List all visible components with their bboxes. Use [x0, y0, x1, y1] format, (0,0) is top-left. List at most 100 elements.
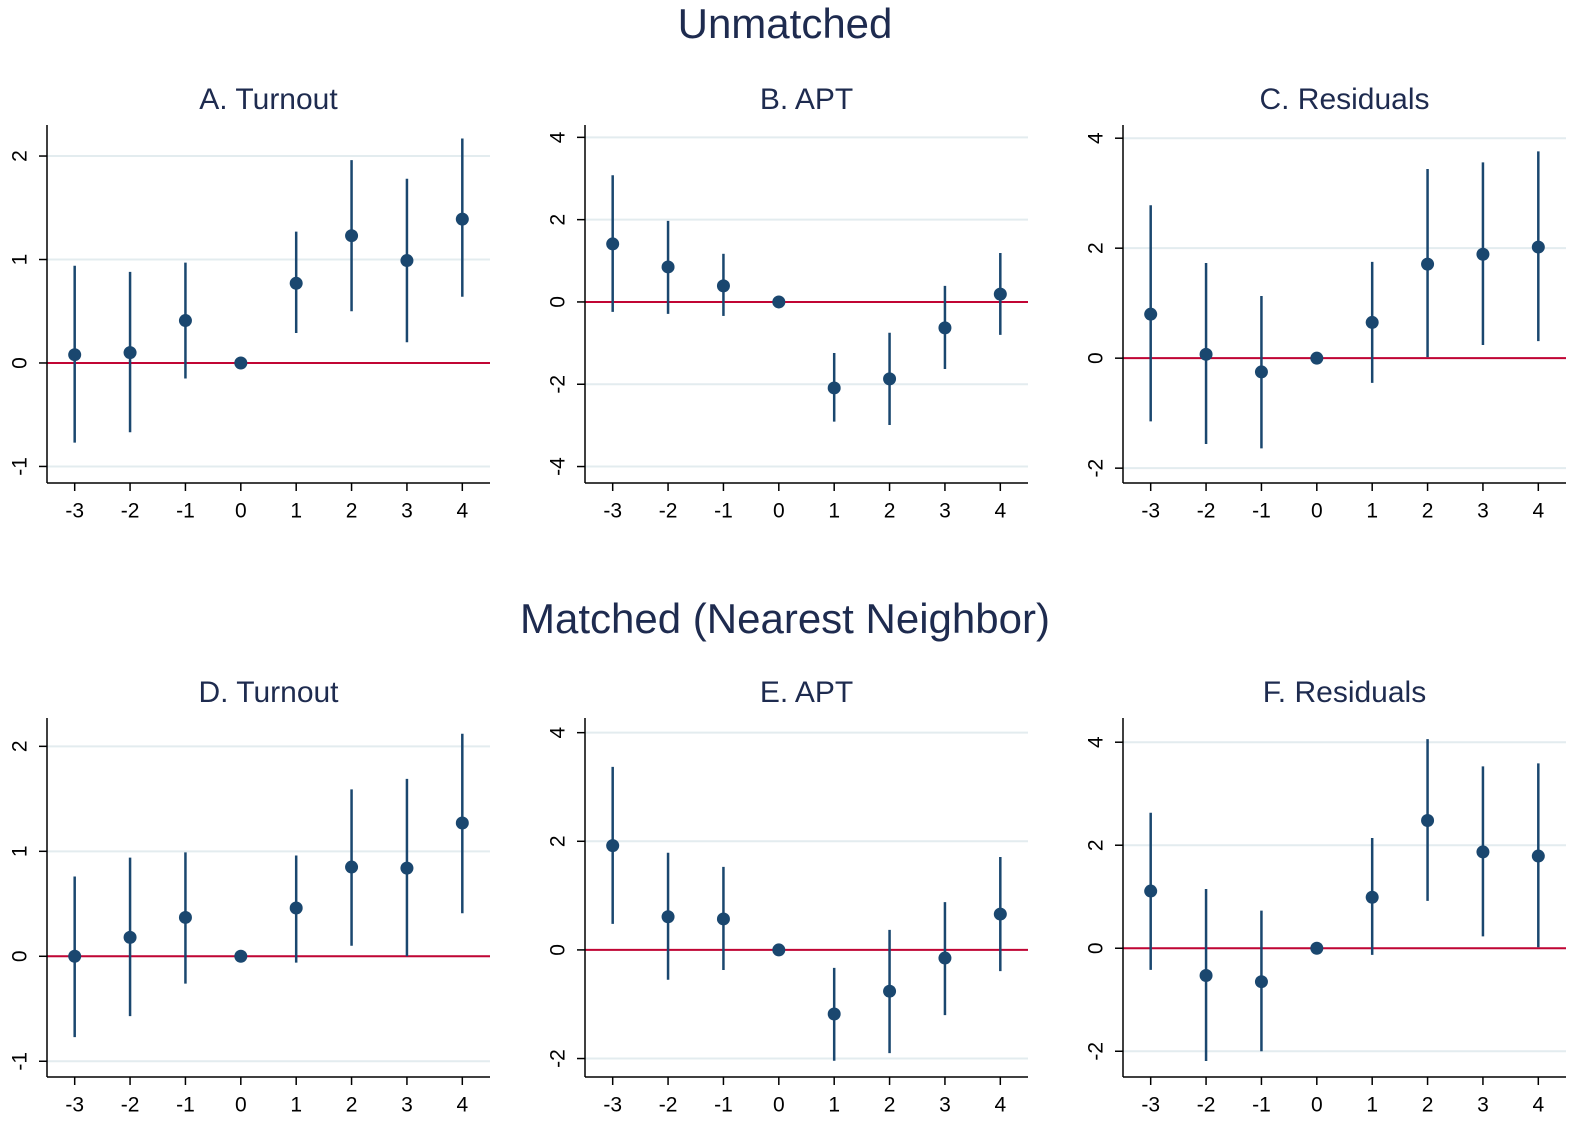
- y-tick-label: -2: [547, 1049, 570, 1068]
- point: [993, 907, 1007, 921]
- point: [68, 348, 82, 362]
- point: [345, 860, 359, 874]
- x-tick-label: 0: [773, 500, 785, 523]
- point: [606, 237, 620, 251]
- x-tick-label: 1: [828, 500, 840, 523]
- x-tick-label: -1: [1252, 500, 1271, 523]
- point: [178, 910, 192, 924]
- x-tick-label: 4: [456, 500, 468, 523]
- y-tick-label: 0: [547, 944, 570, 956]
- panel-title: F. Residuals: [1263, 676, 1426, 709]
- y-tick-label: 2: [547, 835, 570, 847]
- point: [234, 949, 248, 963]
- x-tick-label: -3: [603, 500, 622, 523]
- x-tick-label: 0: [235, 1094, 247, 1117]
- x-tick-label: 3: [1477, 500, 1489, 523]
- y-tick-label: -4: [547, 457, 570, 476]
- x-tick-label: -1: [1252, 1094, 1271, 1117]
- x-tick-label: 1: [1366, 1094, 1378, 1117]
- panel-title: E. APT: [760, 676, 853, 709]
- section-heading: Matched (Nearest Neighbor): [520, 595, 1050, 642]
- x-tick-label: -1: [714, 1094, 733, 1117]
- point: [1365, 890, 1379, 904]
- point: [400, 861, 414, 875]
- y-tick-label: 1: [9, 845, 32, 857]
- point: [123, 346, 137, 360]
- point: [1144, 307, 1158, 321]
- x-tick-label: 2: [884, 1094, 896, 1117]
- point: [1476, 845, 1490, 859]
- point: [123, 930, 137, 944]
- point: [661, 910, 675, 924]
- x-tick-label: 1: [290, 500, 302, 523]
- x-tick-label: 3: [939, 1094, 951, 1117]
- x-tick-label: -3: [65, 1094, 84, 1117]
- y-tick-label: -2: [1085, 1042, 1108, 1061]
- point: [1421, 813, 1435, 827]
- point: [1310, 351, 1324, 365]
- point: [400, 254, 414, 268]
- panel-title: A. Turnout: [199, 83, 338, 116]
- x-tick-label: -2: [1197, 1094, 1216, 1117]
- point: [1531, 849, 1545, 863]
- y-tick-label: 4: [547, 727, 570, 739]
- x-tick-label: 4: [994, 500, 1006, 523]
- panel-title: C. Residuals: [1259, 83, 1429, 116]
- x-tick-label: 1: [828, 1094, 840, 1117]
- x-tick-label: 0: [1311, 500, 1323, 523]
- x-tick-label: 1: [1366, 500, 1378, 523]
- panel-title: B. APT: [760, 83, 853, 116]
- point: [1199, 969, 1213, 983]
- y-tick-label: 0: [1085, 942, 1108, 954]
- point: [993, 287, 1007, 301]
- y-tick-label: 0: [9, 950, 32, 962]
- point: [289, 276, 303, 290]
- point: [1254, 975, 1268, 989]
- y-tick-label: 0: [1085, 352, 1108, 364]
- point: [827, 381, 841, 395]
- point: [1531, 240, 1545, 254]
- x-tick-label: -1: [714, 500, 733, 523]
- point: [1199, 347, 1213, 361]
- x-tick-label: 3: [401, 500, 413, 523]
- point: [883, 984, 897, 998]
- y-tick-label: -1: [9, 1052, 32, 1071]
- x-tick-label: 0: [1311, 1094, 1323, 1117]
- x-tick-label: 4: [456, 1094, 468, 1117]
- y-tick-label: -2: [547, 375, 570, 394]
- point: [1310, 941, 1324, 955]
- x-tick-label: -2: [121, 500, 140, 523]
- y-tick-label: 4: [1085, 132, 1108, 144]
- x-tick-label: -3: [65, 500, 84, 523]
- y-tick-label: 2: [9, 740, 32, 752]
- y-tick-label: -2: [1085, 459, 1108, 478]
- x-tick-label: -3: [1141, 1094, 1160, 1117]
- x-tick-label: -2: [1197, 500, 1216, 523]
- y-tick-label: -1: [9, 457, 32, 476]
- y-tick-label: 1: [9, 254, 32, 266]
- point: [345, 229, 359, 243]
- point: [827, 1007, 841, 1021]
- y-tick-label: 2: [547, 214, 570, 226]
- y-tick-label: 2: [1085, 242, 1108, 254]
- y-tick-label: 2: [9, 150, 32, 162]
- point: [1365, 315, 1379, 329]
- point: [883, 372, 897, 386]
- x-tick-label: 3: [1477, 1094, 1489, 1117]
- x-tick-label: 4: [1532, 500, 1544, 523]
- x-tick-label: 1: [290, 1094, 302, 1117]
- x-tick-label: 0: [235, 500, 247, 523]
- y-tick-label: 4: [547, 131, 570, 143]
- x-tick-label: 4: [1532, 1094, 1544, 1117]
- point: [1144, 884, 1158, 898]
- y-tick-label: 0: [9, 357, 32, 369]
- x-tick-label: 2: [884, 500, 896, 523]
- x-tick-label: 4: [994, 1094, 1006, 1117]
- x-tick-label: 2: [1422, 500, 1434, 523]
- point: [938, 321, 952, 335]
- x-tick-label: -2: [659, 500, 678, 523]
- point: [772, 295, 786, 309]
- point: [716, 912, 730, 926]
